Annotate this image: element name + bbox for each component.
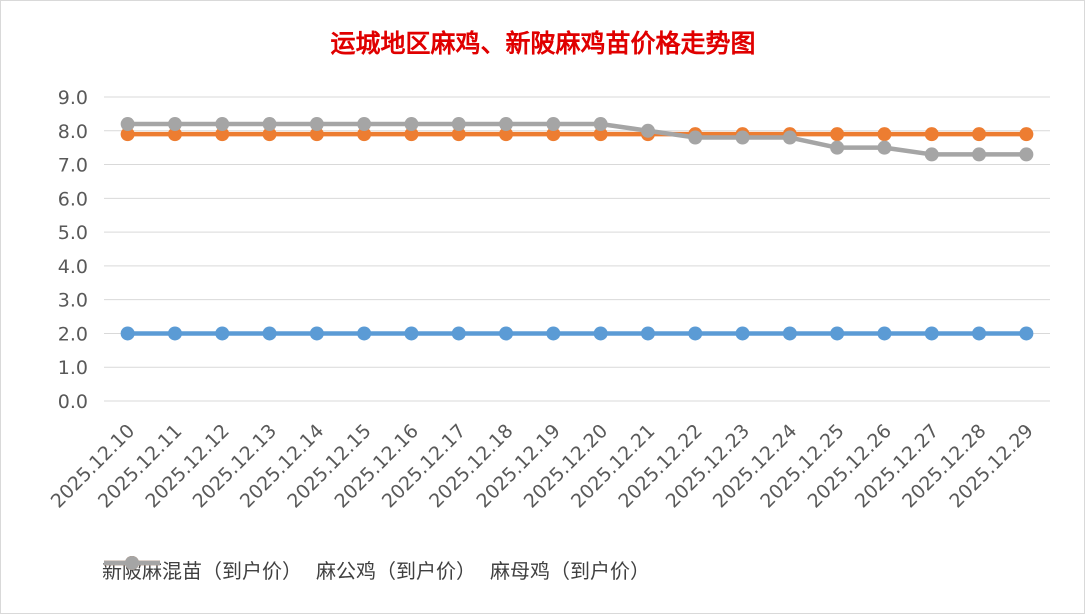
y-tick-label: 4.0 — [58, 256, 88, 278]
y-tick-label: 8.0 — [58, 121, 88, 143]
data-point — [972, 127, 987, 142]
data-point — [309, 117, 324, 132]
y-tick-label: 1.0 — [58, 357, 88, 379]
data-point — [782, 326, 797, 341]
data-point — [357, 117, 372, 132]
data-point — [451, 117, 466, 132]
data-point — [546, 326, 561, 341]
data-point — [262, 117, 277, 132]
chart-title: 运城地区麻鸡、新陂麻鸡苗价格走势图 — [330, 29, 756, 58]
data-point — [120, 127, 135, 142]
series-lines — [120, 117, 1034, 341]
y-tick-labels: 0.0 1.0 2.0 3.0 4.0 5.0 6.0 7.0 8.0 9.0 — [58, 87, 88, 413]
y-tick-label: 7.0 — [58, 155, 88, 177]
data-point — [1019, 326, 1034, 341]
data-point — [167, 117, 182, 132]
data-point — [357, 326, 372, 341]
data-point — [640, 326, 655, 341]
data-point — [1019, 127, 1034, 142]
legend: 新陂麻混苗（到户价） 麻公鸡（到户价） 麻母鸡（到户价） — [102, 553, 664, 585]
legend-label: 麻公鸡（到户价） — [316, 558, 476, 583]
series-1 — [120, 127, 1034, 142]
series-0 — [120, 326, 1034, 341]
y-tick-label: 6.0 — [58, 188, 88, 210]
data-point — [735, 326, 750, 341]
series-line — [127, 121, 1027, 157]
data-point — [167, 127, 182, 142]
data-point — [924, 127, 939, 142]
data-point — [593, 326, 608, 341]
data-point — [546, 117, 561, 132]
data-point — [972, 326, 987, 341]
data-point — [499, 326, 514, 341]
data-point — [404, 127, 419, 142]
data-point — [262, 326, 277, 341]
data-point — [735, 130, 750, 145]
data-point — [167, 326, 182, 341]
data-point — [546, 127, 561, 142]
data-point — [215, 326, 230, 341]
data-point — [877, 140, 892, 155]
data-point — [357, 127, 372, 142]
data-point — [593, 127, 608, 142]
data-point — [877, 326, 892, 341]
data-point — [120, 117, 135, 132]
data-point — [640, 123, 655, 138]
data-point — [404, 326, 419, 341]
data-point — [830, 127, 845, 142]
data-point — [688, 130, 703, 145]
data-point — [782, 130, 797, 145]
y-tick-label: 0.0 — [58, 391, 88, 413]
y-tick-label: 5.0 — [58, 222, 88, 244]
data-point — [215, 127, 230, 142]
y-tick-label: 9.0 — [58, 87, 88, 109]
legend-item: 麻母鸡（到户价） — [104, 555, 650, 584]
data-point — [404, 117, 419, 132]
data-point — [499, 117, 514, 132]
data-point — [830, 140, 845, 155]
x-tick-labels: 2025.12.102025.12.112025.12.122025.12.13… — [47, 420, 1038, 512]
data-point — [924, 326, 939, 341]
data-point — [924, 147, 939, 162]
legend-item: 麻公鸡（到户价） — [104, 555, 476, 584]
data-point — [309, 326, 324, 341]
data-point — [451, 326, 466, 341]
data-point — [451, 127, 466, 142]
data-point — [215, 117, 230, 132]
data-point — [972, 147, 987, 162]
data-point — [688, 326, 703, 341]
data-point — [877, 127, 892, 142]
data-point — [309, 127, 324, 142]
data-point — [499, 127, 514, 142]
data-point — [830, 326, 845, 341]
data-point — [1019, 147, 1034, 162]
data-point — [262, 127, 277, 142]
y-tick-label: 2.0 — [58, 323, 88, 345]
y-tick-label: 3.0 — [58, 290, 88, 312]
data-point — [120, 326, 135, 341]
gridlines — [104, 96, 1050, 402]
data-point — [593, 117, 608, 132]
series-2 — [120, 117, 1034, 162]
legend-label: 麻母鸡（到户价） — [490, 558, 650, 583]
legend-swatch — [104, 556, 160, 570]
